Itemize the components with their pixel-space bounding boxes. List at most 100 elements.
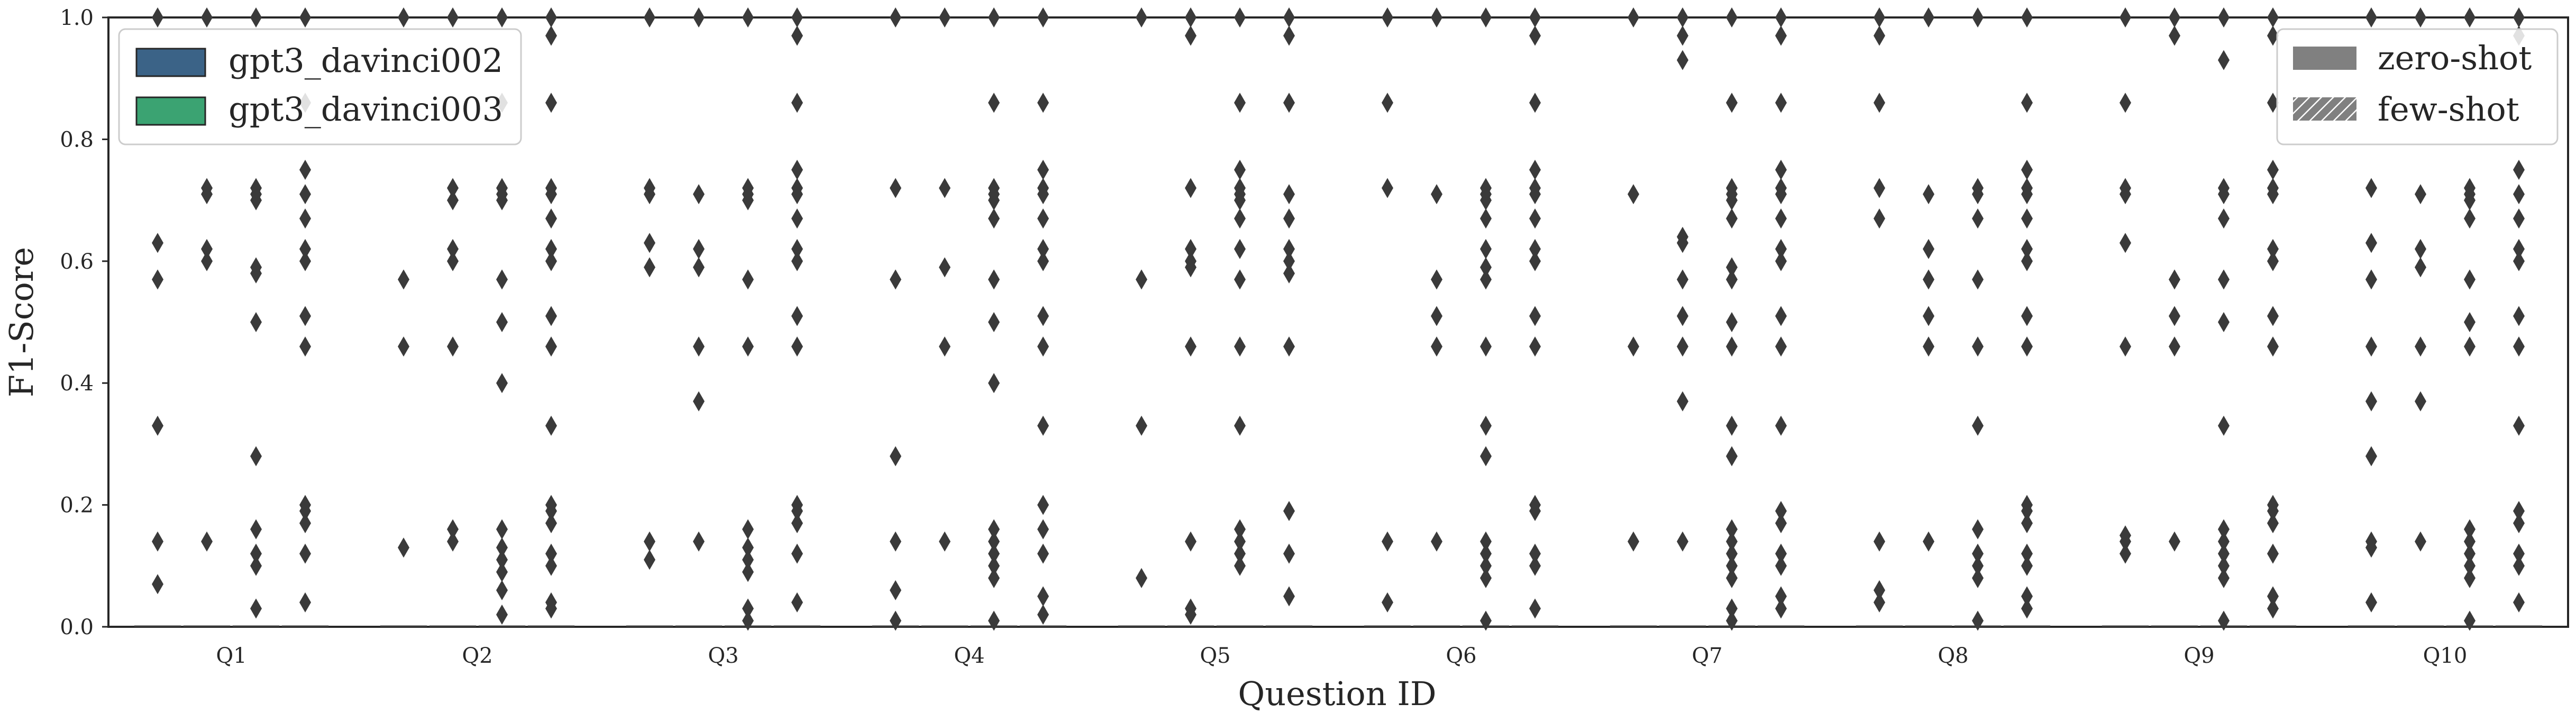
outlier-point [1775, 93, 1787, 113]
outlier-point [2021, 93, 2033, 113]
y-tick-label: 0.4 [60, 371, 94, 396]
outlier-point [742, 598, 754, 619]
outlier-point [1677, 50, 1688, 70]
outlier-point [1283, 543, 1295, 564]
outlier-point [1923, 184, 1934, 205]
outlier-point [890, 531, 901, 552]
outlier-point [988, 555, 1000, 576]
outlier-point [1726, 446, 1738, 467]
x-tick-label: Q4 [954, 644, 984, 668]
outlier-point [545, 208, 557, 229]
outlier-point [2513, 251, 2525, 271]
outlier-point [791, 160, 803, 180]
outlier-point [1283, 208, 1295, 229]
outlier-point [693, 391, 705, 412]
x-tick-label: Q7 [1692, 644, 1722, 668]
outlier-point [2169, 336, 2180, 357]
outlier-point [1136, 7, 1147, 28]
outlier-point [1234, 190, 1246, 211]
outlier-point [742, 519, 754, 540]
outlier-point [299, 543, 311, 564]
outlier-point [1283, 184, 1295, 205]
outlier-point [2267, 586, 2279, 607]
outlier-point [1480, 239, 1492, 259]
outlier-point [1775, 160, 1787, 180]
outlier-point [1185, 257, 1196, 278]
outlier-point [1382, 592, 1393, 613]
outlier-point [1775, 251, 1787, 271]
outlier-point [545, 306, 557, 326]
outlier-point [1185, 7, 1196, 28]
outlier-point [496, 550, 508, 570]
outlier-point [1529, 598, 1541, 619]
outlier-point [1185, 336, 1196, 357]
outlier-point [1529, 239, 1541, 259]
outlier-point [742, 7, 754, 28]
outlier-point [1037, 415, 1049, 436]
outlier-point [1382, 178, 1393, 198]
outlier-point [2021, 336, 2033, 357]
outlier-point [201, 7, 213, 28]
outlier-point [496, 604, 508, 625]
outlier-point [496, 7, 508, 28]
outlier-point [545, 251, 557, 271]
outlier-point [988, 312, 1000, 332]
outlier-point [693, 239, 705, 259]
outlier-point [250, 543, 262, 564]
outlier-point [742, 550, 754, 570]
outlier-point [2218, 519, 2230, 540]
outlier-point [2365, 269, 2377, 290]
outlier-point [1480, 257, 1492, 278]
outlier-point [1972, 7, 1984, 28]
outlier-point [1037, 495, 1049, 515]
outlier-point [2415, 239, 2426, 259]
outlier-point [250, 446, 262, 467]
outlier-point [2021, 184, 2033, 205]
outlier-point [1136, 415, 1147, 436]
y-tick-label: 0.2 [60, 493, 94, 518]
outlier-point [1234, 415, 1246, 436]
outlier-point [1037, 184, 1049, 205]
outlier-point [447, 178, 459, 198]
outlier-point [693, 184, 705, 205]
outlier-point [2021, 598, 2033, 619]
outlier-point [1136, 269, 1147, 290]
outlier-point [1234, 7, 1246, 28]
outlier-point [1677, 233, 1688, 253]
outlier-point [742, 610, 754, 631]
outlier-point [644, 531, 655, 552]
outlier-point [545, 336, 557, 357]
outlier-point [447, 531, 459, 552]
outlier-point [2169, 25, 2180, 46]
outlier-point [250, 555, 262, 576]
outlier-point [398, 537, 409, 558]
outlier-point [1234, 336, 1246, 357]
outlier-point [2513, 7, 2525, 28]
outlier-point [1529, 555, 1541, 576]
y-tick-label: 0.6 [60, 250, 94, 274]
outlier-point [2021, 555, 2033, 576]
outlier-point [2021, 239, 2033, 259]
outlier-point [791, 208, 803, 229]
outlier-point [2513, 184, 2525, 205]
outlier-point [2120, 531, 2131, 552]
outlier-point [2218, 269, 2230, 290]
outlier-point [939, 7, 951, 28]
outlier-point [1234, 555, 1246, 576]
outlier-point [1677, 391, 1688, 412]
outlier-point [1431, 269, 1442, 290]
outlier-point [496, 519, 508, 540]
outlier-point [1775, 513, 1787, 534]
outlier-point [1775, 586, 1787, 607]
outlier-point [1480, 568, 1492, 588]
outlier-point [2464, 555, 2475, 576]
outlier-point [250, 598, 262, 619]
x-axis-ticks: Q1 Q2 Q3 Q4 Q5 Q6 Q7 Q8 Q9 Q10 [216, 644, 2467, 668]
outlier-point [152, 531, 163, 552]
outlier-point [1874, 531, 1885, 552]
outlier-point [1529, 25, 1541, 46]
outlier-point [2218, 543, 2230, 564]
outlier-point [2267, 25, 2279, 46]
outlier-point [2120, 184, 2131, 205]
outlier-point [791, 93, 803, 113]
